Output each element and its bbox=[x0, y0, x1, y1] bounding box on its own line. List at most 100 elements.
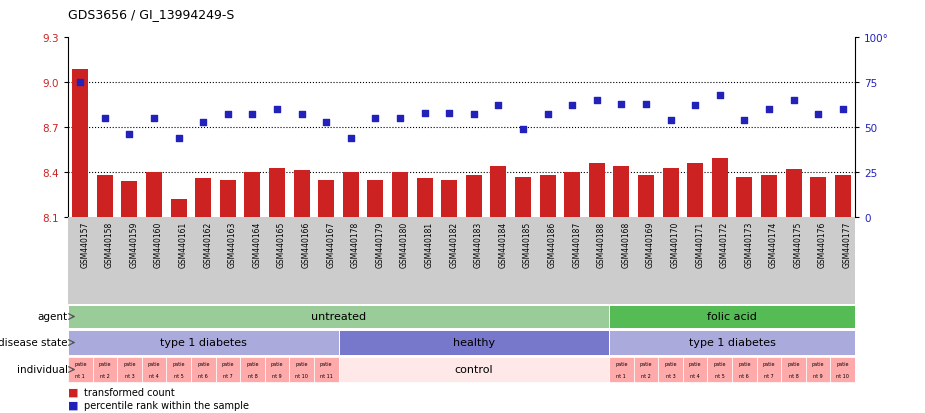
Text: nt 3: nt 3 bbox=[666, 373, 675, 378]
Bar bbox=[293, 171, 310, 218]
Bar bbox=[146, 173, 162, 218]
Point bbox=[786, 97, 801, 104]
Point bbox=[491, 103, 506, 109]
Text: nt 11: nt 11 bbox=[320, 373, 333, 378]
Text: untreated: untreated bbox=[311, 312, 366, 322]
FancyBboxPatch shape bbox=[166, 357, 191, 382]
FancyBboxPatch shape bbox=[609, 330, 855, 355]
Text: ■: ■ bbox=[68, 400, 79, 410]
Point bbox=[540, 112, 555, 119]
Bar bbox=[687, 164, 703, 218]
Point bbox=[663, 117, 678, 124]
Bar bbox=[761, 176, 777, 218]
FancyBboxPatch shape bbox=[240, 357, 265, 382]
Bar bbox=[613, 166, 629, 218]
Text: GSM440183: GSM440183 bbox=[474, 221, 483, 267]
FancyBboxPatch shape bbox=[609, 305, 855, 328]
FancyBboxPatch shape bbox=[806, 357, 831, 382]
Text: patie: patie bbox=[74, 361, 87, 366]
Text: GSM440179: GSM440179 bbox=[376, 221, 385, 267]
Bar bbox=[367, 180, 384, 218]
FancyBboxPatch shape bbox=[659, 357, 683, 382]
Point bbox=[688, 103, 703, 109]
Text: type 1 diabetes: type 1 diabetes bbox=[688, 338, 775, 348]
Text: patie: patie bbox=[123, 361, 136, 366]
Text: patie: patie bbox=[836, 361, 849, 366]
FancyBboxPatch shape bbox=[339, 357, 609, 382]
Point bbox=[392, 115, 407, 122]
Bar bbox=[638, 176, 654, 218]
Text: GSM440168: GSM440168 bbox=[622, 221, 630, 267]
Bar bbox=[662, 168, 679, 218]
Text: patie: patie bbox=[787, 361, 800, 366]
Bar bbox=[171, 199, 187, 218]
Text: healthy: healthy bbox=[452, 338, 495, 348]
Text: nt 4: nt 4 bbox=[690, 373, 700, 378]
Text: GSM440185: GSM440185 bbox=[523, 221, 532, 267]
Bar bbox=[834, 176, 851, 218]
Bar bbox=[515, 177, 531, 218]
Bar bbox=[490, 166, 506, 218]
Point bbox=[417, 110, 432, 116]
Text: nt 7: nt 7 bbox=[764, 373, 774, 378]
FancyBboxPatch shape bbox=[757, 357, 782, 382]
Text: GSM440157: GSM440157 bbox=[80, 221, 90, 267]
Text: GSM440162: GSM440162 bbox=[204, 221, 212, 267]
Point bbox=[810, 112, 825, 119]
Bar bbox=[343, 173, 359, 218]
Point bbox=[368, 115, 383, 122]
Text: patie: patie bbox=[812, 361, 824, 366]
Text: GSM440169: GSM440169 bbox=[646, 221, 655, 267]
FancyBboxPatch shape bbox=[290, 357, 314, 382]
FancyBboxPatch shape bbox=[609, 357, 634, 382]
Text: patie: patie bbox=[172, 361, 185, 366]
FancyBboxPatch shape bbox=[732, 357, 757, 382]
Bar bbox=[392, 173, 408, 218]
Bar bbox=[441, 180, 457, 218]
Text: nt 5: nt 5 bbox=[174, 373, 183, 378]
Text: nt 7: nt 7 bbox=[223, 373, 233, 378]
Text: GSM440166: GSM440166 bbox=[302, 221, 311, 267]
Text: GSM440184: GSM440184 bbox=[499, 221, 508, 267]
Text: patie: patie bbox=[295, 361, 308, 366]
Text: nt 2: nt 2 bbox=[641, 373, 651, 378]
Text: nt 8: nt 8 bbox=[248, 373, 257, 378]
Bar bbox=[195, 178, 211, 218]
Text: patie: patie bbox=[222, 361, 234, 366]
Text: GSM440187: GSM440187 bbox=[573, 221, 581, 267]
Text: GSM440180: GSM440180 bbox=[400, 221, 409, 267]
Text: nt 6: nt 6 bbox=[739, 373, 749, 378]
Text: GSM440165: GSM440165 bbox=[278, 221, 286, 267]
Bar bbox=[416, 178, 433, 218]
Text: nt 1: nt 1 bbox=[616, 373, 626, 378]
FancyBboxPatch shape bbox=[265, 357, 290, 382]
Text: GSM440160: GSM440160 bbox=[154, 221, 163, 267]
Point bbox=[171, 135, 186, 142]
Text: GSM440176: GSM440176 bbox=[818, 221, 827, 267]
Text: patie: patie bbox=[664, 361, 677, 366]
Point bbox=[638, 101, 653, 108]
Text: nt 5: nt 5 bbox=[715, 373, 724, 378]
Bar bbox=[711, 159, 728, 218]
Bar bbox=[97, 176, 113, 218]
Text: patie: patie bbox=[246, 361, 259, 366]
Bar bbox=[810, 177, 826, 218]
Bar bbox=[785, 170, 801, 218]
Text: nt 1: nt 1 bbox=[76, 373, 85, 378]
Text: patie: patie bbox=[99, 361, 111, 366]
FancyBboxPatch shape bbox=[92, 357, 117, 382]
Text: individual: individual bbox=[17, 365, 68, 375]
Text: GSM440167: GSM440167 bbox=[327, 221, 335, 267]
Point bbox=[220, 112, 235, 119]
Point bbox=[466, 112, 481, 119]
Text: GSM440172: GSM440172 bbox=[720, 221, 729, 267]
Text: GSM440174: GSM440174 bbox=[769, 221, 778, 267]
FancyBboxPatch shape bbox=[117, 357, 142, 382]
Point bbox=[515, 126, 530, 133]
Text: folic acid: folic acid bbox=[707, 312, 757, 322]
Text: GSM440181: GSM440181 bbox=[425, 221, 434, 267]
FancyBboxPatch shape bbox=[339, 330, 609, 355]
Text: nt 10: nt 10 bbox=[836, 373, 849, 378]
Point bbox=[73, 79, 88, 86]
FancyBboxPatch shape bbox=[708, 357, 732, 382]
